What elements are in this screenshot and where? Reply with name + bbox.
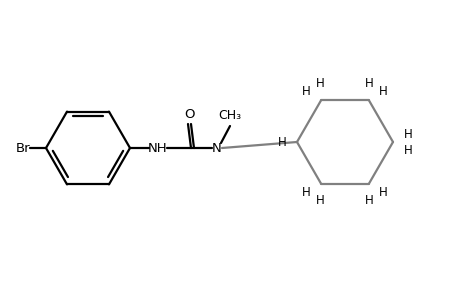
Text: H: H [403, 143, 411, 157]
Text: H: H [378, 186, 387, 199]
Text: H: H [403, 128, 411, 140]
Text: N: N [212, 142, 221, 154]
Text: H: H [315, 194, 324, 207]
Text: H: H [364, 77, 373, 90]
Text: O: O [184, 107, 194, 121]
Text: H: H [364, 194, 373, 207]
Text: Br: Br [16, 142, 30, 154]
Text: H: H [277, 136, 286, 148]
Text: H: H [302, 186, 310, 199]
Text: NH: NH [148, 142, 168, 154]
Text: H: H [302, 85, 310, 98]
Text: H: H [315, 77, 324, 90]
Text: H: H [378, 85, 387, 98]
Text: CH₃: CH₃ [218, 109, 241, 122]
